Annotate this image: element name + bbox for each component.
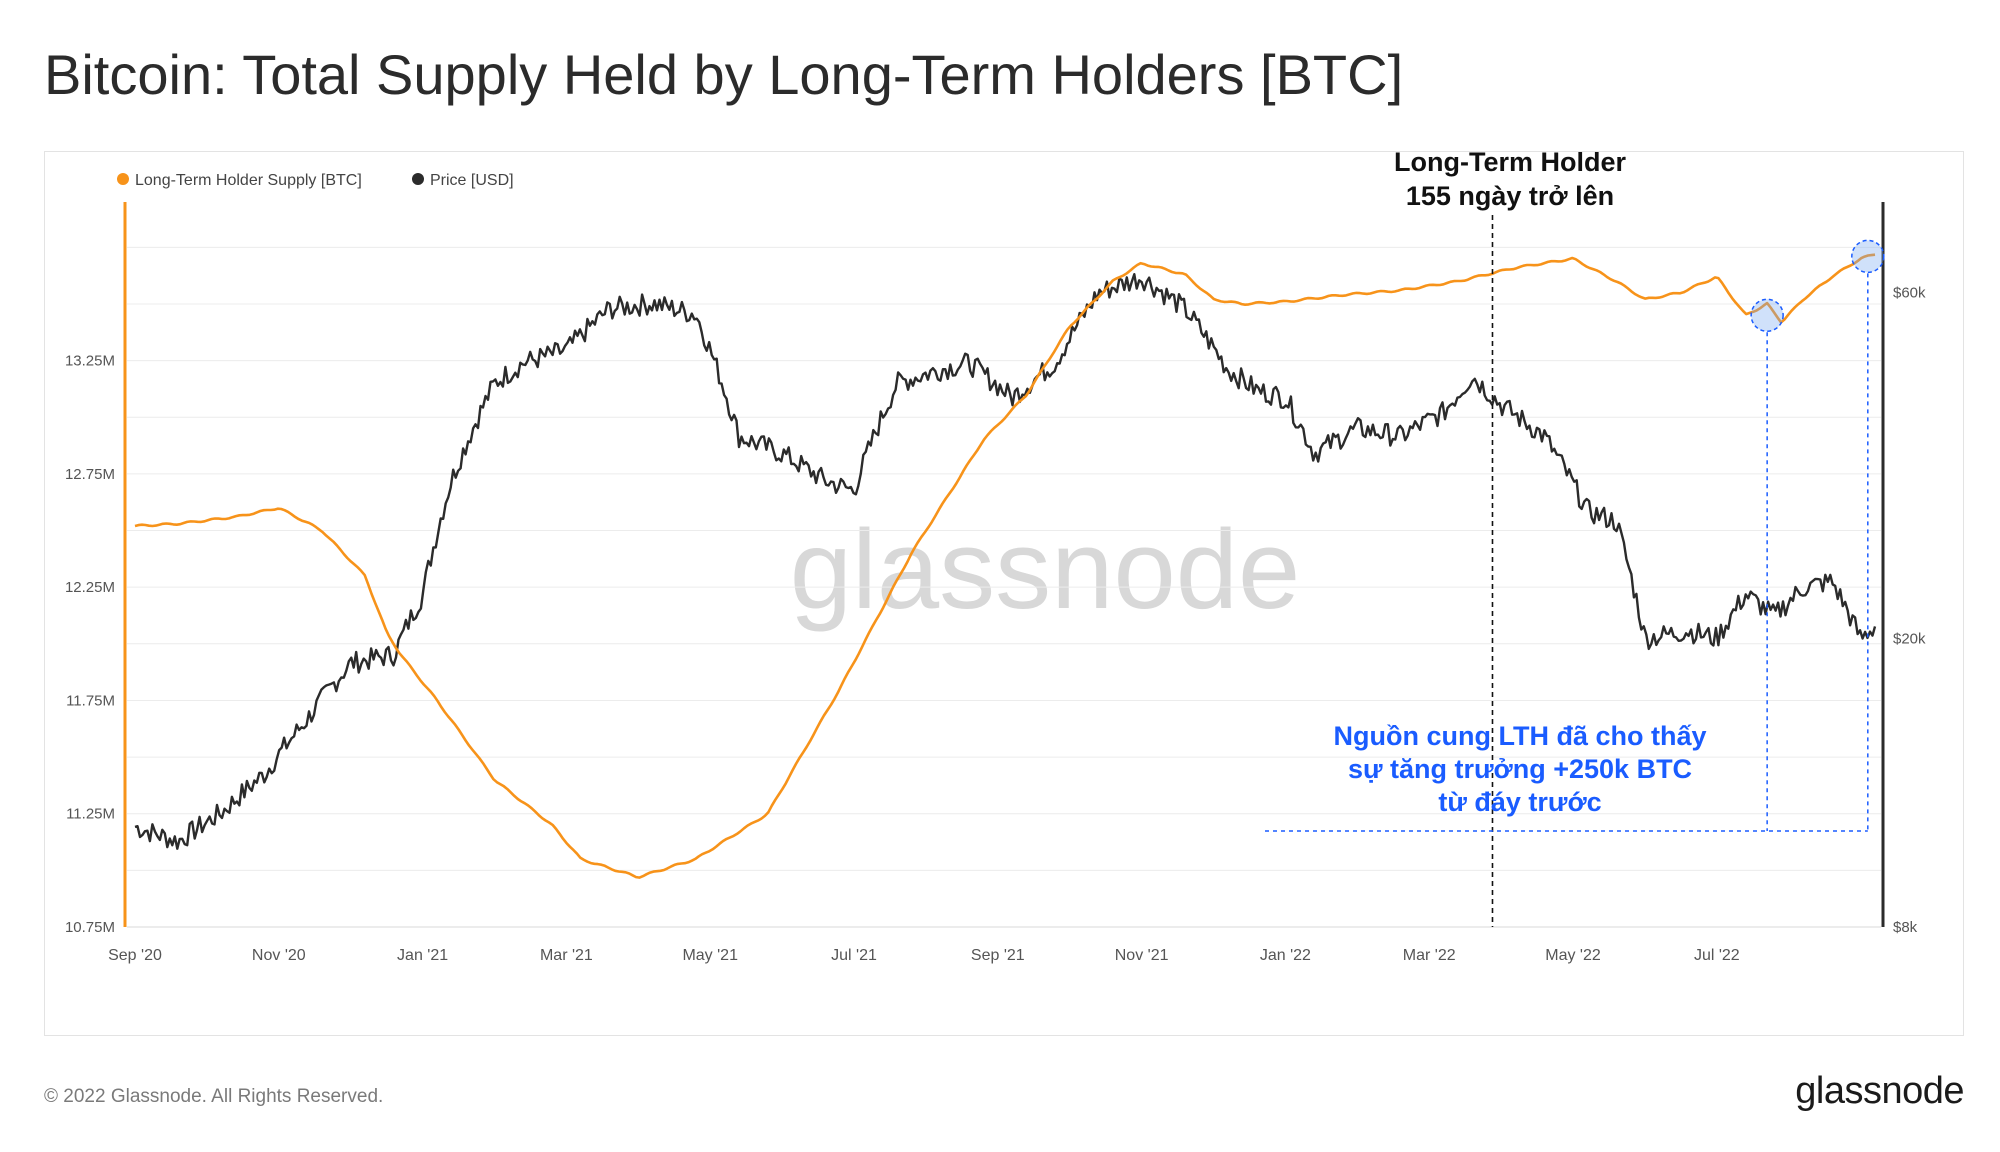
x-tick-label: Sep '21 — [971, 947, 1025, 964]
left-tick-label: 11.25M — [66, 806, 115, 823]
top-highlight-circle — [1851, 239, 1885, 274]
legend[interactable]: Long-Term Holder Supply [BTC] Price [USD… — [117, 172, 514, 189]
right-tick-label: $20k — [1893, 630, 1926, 647]
marker-label-line2: 155 ngày trở lên — [1406, 181, 1614, 211]
left-tick-label: 11.75M — [66, 692, 115, 709]
left-tick-label: 13.25M — [65, 353, 115, 370]
left-tick-label: 12.25M — [65, 579, 115, 596]
x-tick-label: Nov '21 — [1115, 947, 1169, 964]
growth-note-line1: Nguồn cung LTH đã cho thấy — [1334, 721, 1707, 751]
legend-price-dot — [412, 173, 424, 185]
lth-supply-series-line — [134, 253, 1876, 879]
x-tick-label: Jan '21 — [397, 947, 448, 964]
x-axis-ticks: Sep '20 Nov '20 Jan '21 Mar '21 May '21 Jul '… — [108, 947, 1740, 964]
page-title: Bitcoin: Total Supply Held by Long-Term … — [44, 43, 1404, 106]
x-tick-label: May '22 — [1545, 947, 1601, 964]
left-tick-label: 12.75M — [65, 466, 115, 483]
bottom-highlight-circle — [1750, 298, 1784, 333]
legend-supply-dot — [117, 173, 129, 185]
growth-note-line3: từ đáy trước — [1438, 787, 1601, 817]
annotations — [1265, 215, 1885, 927]
price-series-line — [134, 273, 1877, 850]
chart-frame: glassnode 10.75M 11.25M 11.75M 12.25M 12.75M… — [44, 151, 1964, 1036]
right-axis-ticks: $8k $20k $60k — [1893, 285, 1926, 936]
chart-svg: glassnode 10.75M 11.25M 11.75M 12.25M 12.75M… — [65, 152, 1926, 964]
legend-price-label[interactable]: Price [USD] — [430, 172, 514, 189]
copyright-text: © 2022 Glassnode. All Rights Reserved. — [44, 1086, 384, 1107]
legend-supply-label[interactable]: Long-Term Holder Supply [BTC] — [135, 172, 362, 189]
x-tick-label: May '21 — [682, 947, 738, 964]
x-tick-label: Mar '21 — [540, 947, 593, 964]
right-tick-label: $8k — [1893, 919, 1918, 936]
x-tick-label: Jul '21 — [831, 947, 877, 964]
x-tick-label: Jul '22 — [1694, 947, 1740, 964]
glassnode-logo[interactable]: glassnode — [1795, 1070, 1964, 1112]
marker-label-line1: Long-Term Holder — [1394, 152, 1626, 177]
left-tick-label: 10.75M — [65, 919, 115, 936]
x-tick-label: Sep '20 — [108, 947, 162, 964]
x-tick-label: Mar '22 — [1403, 947, 1456, 964]
left-axis-ticks: 10.75M 11.25M 11.75M 12.25M 12.75M 13.25M — [65, 353, 115, 936]
right-tick-label: $60k — [1893, 285, 1926, 302]
watermark: glassnode — [790, 507, 1301, 632]
growth-note-line2: sự tăng trưởng +250k BTC — [1348, 754, 1692, 784]
grid-lines — [127, 246, 1881, 928]
x-tick-label: Jan '22 — [1260, 947, 1311, 964]
x-tick-label: Nov '20 — [252, 947, 306, 964]
